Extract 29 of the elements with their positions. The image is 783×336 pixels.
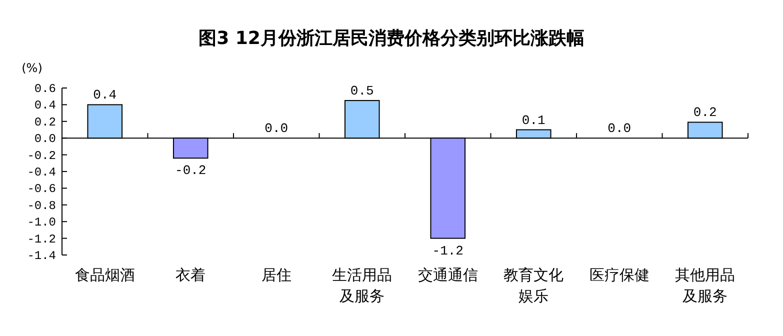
- data-label: 0.4: [93, 88, 117, 103]
- x-tick-label: 衣着: [176, 266, 206, 284]
- x-tick-label: 交通通信: [418, 266, 478, 284]
- y-tick-label: -0.6: [27, 182, 56, 196]
- x-tick-label: 医疗保健: [589, 266, 650, 284]
- data-label: 0.5: [350, 84, 374, 99]
- y-tick-label: 0.2: [34, 115, 56, 130]
- data-label: -0.2: [175, 163, 206, 178]
- x-tick-label: 生活用品及服务: [332, 266, 392, 305]
- data-label: 0.2: [693, 105, 717, 120]
- x-tick-label: 教育文化娱乐: [504, 266, 564, 305]
- data-label: 0.0: [264, 121, 288, 136]
- y-axis-title: (%): [22, 61, 42, 75]
- y-tick-label: -1.0: [27, 216, 56, 230]
- data-label: 0.1: [522, 112, 546, 128]
- y-tick-label: -0.8: [27, 198, 56, 213]
- y-tick-label: 0.4: [34, 98, 56, 113]
- y-tick-label: 0.0: [34, 132, 56, 146]
- data-label: 0.0: [608, 121, 632, 136]
- y-tick-label: -0.4: [27, 166, 56, 180]
- y-tick-label: -1.2: [27, 232, 56, 246]
- data-label: -1.2: [432, 243, 464, 258]
- y-tick-label: 0.6: [34, 82, 56, 96]
- x-tick-label: 居住: [261, 266, 292, 284]
- chart-title: 图3 12月份浙江居民消费价格分类别环比涨跌幅: [198, 28, 584, 49]
- x-tick-label: 食品烟酒: [74, 266, 135, 284]
- x-tick-label: 其他用品及服务: [675, 266, 736, 305]
- y-tick-label: -0.2: [27, 148, 56, 163]
- y-tick-label: -1.4: [27, 249, 56, 263]
